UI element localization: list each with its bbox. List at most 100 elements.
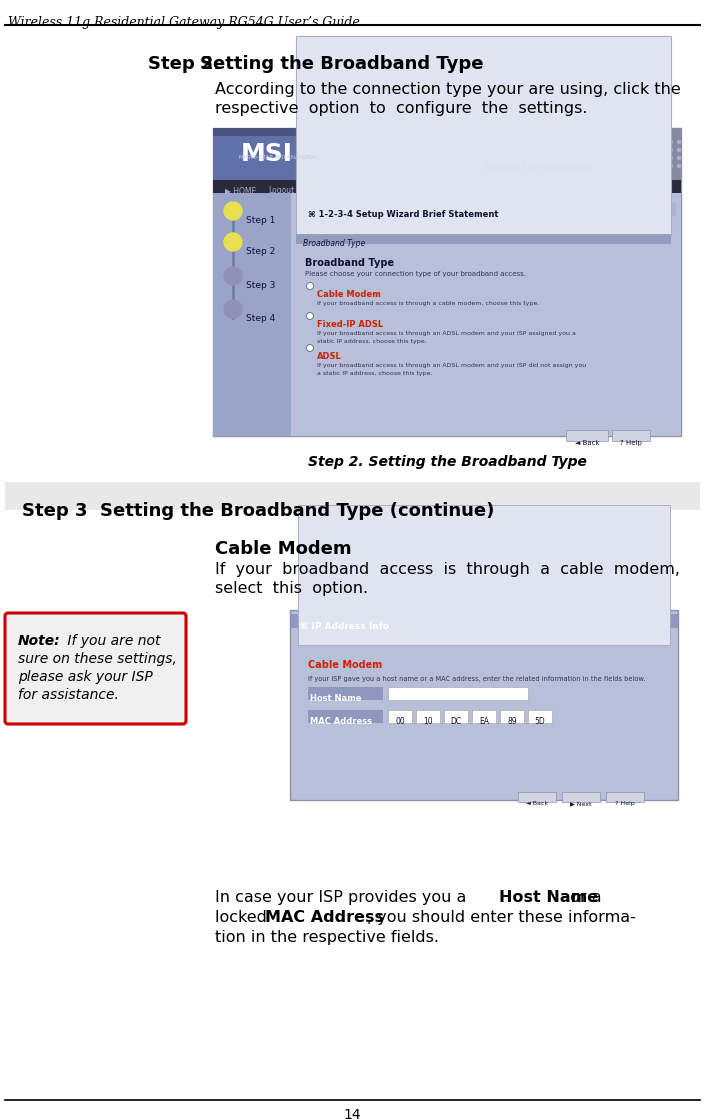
Bar	[213, 180, 681, 193]
Circle shape	[646, 149, 649, 151]
Circle shape	[589, 149, 592, 151]
Bar	[213, 193, 291, 436]
Text: ◄ Back: ◄ Back	[575, 440, 599, 446]
Circle shape	[541, 157, 544, 159]
Circle shape	[307, 282, 314, 289]
Circle shape	[224, 233, 242, 251]
Circle shape	[630, 149, 632, 151]
Circle shape	[630, 140, 632, 143]
Circle shape	[541, 165, 544, 168]
FancyBboxPatch shape	[5, 613, 186, 724]
Circle shape	[224, 202, 242, 220]
Text: Fixed-IP ADSL: Fixed-IP ADSL	[317, 320, 383, 329]
Text: Cable Modem: Cable Modem	[215, 540, 352, 558]
Circle shape	[549, 140, 553, 143]
Bar	[213, 128, 681, 136]
Circle shape	[224, 267, 242, 284]
Circle shape	[670, 149, 673, 151]
Bar	[562, 792, 600, 802]
Bar	[308, 687, 383, 700]
Text: MAC Address: MAC Address	[310, 717, 372, 726]
Circle shape	[640, 137, 658, 155]
Circle shape	[307, 345, 314, 352]
Text: .: .	[412, 717, 415, 726]
Circle shape	[598, 140, 601, 143]
Text: ▶ HOME: ▶ HOME	[225, 186, 256, 195]
Text: MAC Address: MAC Address	[265, 909, 384, 925]
Text: locked: locked	[215, 909, 272, 925]
Circle shape	[661, 140, 665, 143]
Text: , you should enter these informa-: , you should enter these informa-	[367, 909, 636, 925]
Circle shape	[637, 149, 641, 151]
Text: ⌘ 1-2-3-4 Setup Wizard Brief Statement: ⌘ 1-2-3-4 Setup Wizard Brief Statement	[308, 211, 498, 220]
Text: MICRO-STAR INTERNATIONAL: MICRO-STAR INTERNATIONAL	[239, 155, 319, 160]
Text: select  this  option.: select this option.	[215, 581, 368, 596]
Text: According to the connection type your are using, click the: According to the connection type your ar…	[215, 82, 681, 97]
Text: ▶ Next: ▶ Next	[570, 801, 591, 806]
Circle shape	[637, 140, 641, 143]
Text: respective  option  to  configure  the  settings.: respective option to configure the setti…	[215, 101, 587, 116]
Text: .: .	[524, 717, 527, 726]
Circle shape	[573, 149, 577, 151]
Text: Wireless 11g Residential Gateway RG54G User’s Guide: Wireless 11g Residential Gateway RG54G U…	[8, 16, 360, 29]
Circle shape	[558, 149, 560, 151]
Text: If you are not: If you are not	[63, 634, 161, 648]
Circle shape	[661, 165, 665, 168]
Circle shape	[573, 165, 577, 168]
Text: sure on these settings,: sure on these settings,	[18, 652, 177, 666]
Circle shape	[549, 165, 553, 168]
Text: In case your ISP provides you a: In case your ISP provides you a	[215, 890, 472, 905]
Circle shape	[678, 149, 680, 151]
Circle shape	[589, 140, 592, 143]
Circle shape	[598, 149, 601, 151]
Circle shape	[582, 149, 584, 151]
Text: for assistance.: for assistance.	[18, 688, 119, 702]
Circle shape	[661, 149, 665, 151]
Text: a static IP address, choose this type.: a static IP address, choose this type.	[317, 371, 432, 376]
Circle shape	[558, 165, 560, 168]
Bar	[290, 614, 678, 628]
Circle shape	[589, 157, 592, 159]
Text: Cable Modem: Cable Modem	[317, 290, 381, 299]
Circle shape	[630, 157, 632, 159]
Text: Step 3: Step 3	[22, 502, 87, 520]
Text: If your broadband access is through a cable modem, choose this type.: If your broadband access is through a ca…	[317, 301, 539, 306]
Circle shape	[606, 149, 608, 151]
Circle shape	[549, 149, 553, 151]
Bar	[291, 193, 681, 436]
Text: .: .	[440, 717, 442, 726]
Text: ◄ Back: ◄ Back	[526, 801, 548, 806]
Text: ? Help: ? Help	[620, 440, 642, 446]
Circle shape	[573, 140, 577, 143]
Circle shape	[565, 140, 568, 143]
Bar	[213, 128, 681, 183]
Circle shape	[598, 165, 601, 168]
Circle shape	[549, 157, 553, 159]
Text: .: .	[496, 717, 498, 726]
Text: Cable Modem: Cable Modem	[308, 660, 382, 670]
Text: or a: or a	[565, 890, 601, 905]
Text: Setting the Broadband Type: Setting the Broadband Type	[200, 55, 484, 73]
Circle shape	[670, 140, 673, 143]
Bar	[296, 234, 671, 244]
Circle shape	[617, 141, 635, 159]
Text: Step 2.: Step 2.	[148, 55, 221, 73]
Circle shape	[654, 149, 656, 151]
Text: EA: EA	[479, 717, 489, 726]
Circle shape	[558, 140, 560, 143]
Circle shape	[606, 165, 608, 168]
Text: 10: 10	[423, 717, 433, 726]
Text: 00: 00	[395, 717, 405, 726]
Text: MSI: MSI	[241, 142, 293, 166]
Circle shape	[224, 300, 242, 318]
Circle shape	[646, 157, 649, 159]
Circle shape	[606, 157, 608, 159]
Text: Please choose your connection type of your broadband access.: Please choose your connection type of yo…	[305, 271, 526, 277]
Circle shape	[565, 149, 568, 151]
Circle shape	[622, 157, 625, 159]
Text: tion in the respective fields.: tion in the respective fields.	[215, 930, 439, 945]
Circle shape	[622, 149, 625, 151]
Text: Step 2: Step 2	[246, 248, 275, 256]
Bar	[606, 792, 644, 802]
Bar	[298, 505, 670, 645]
